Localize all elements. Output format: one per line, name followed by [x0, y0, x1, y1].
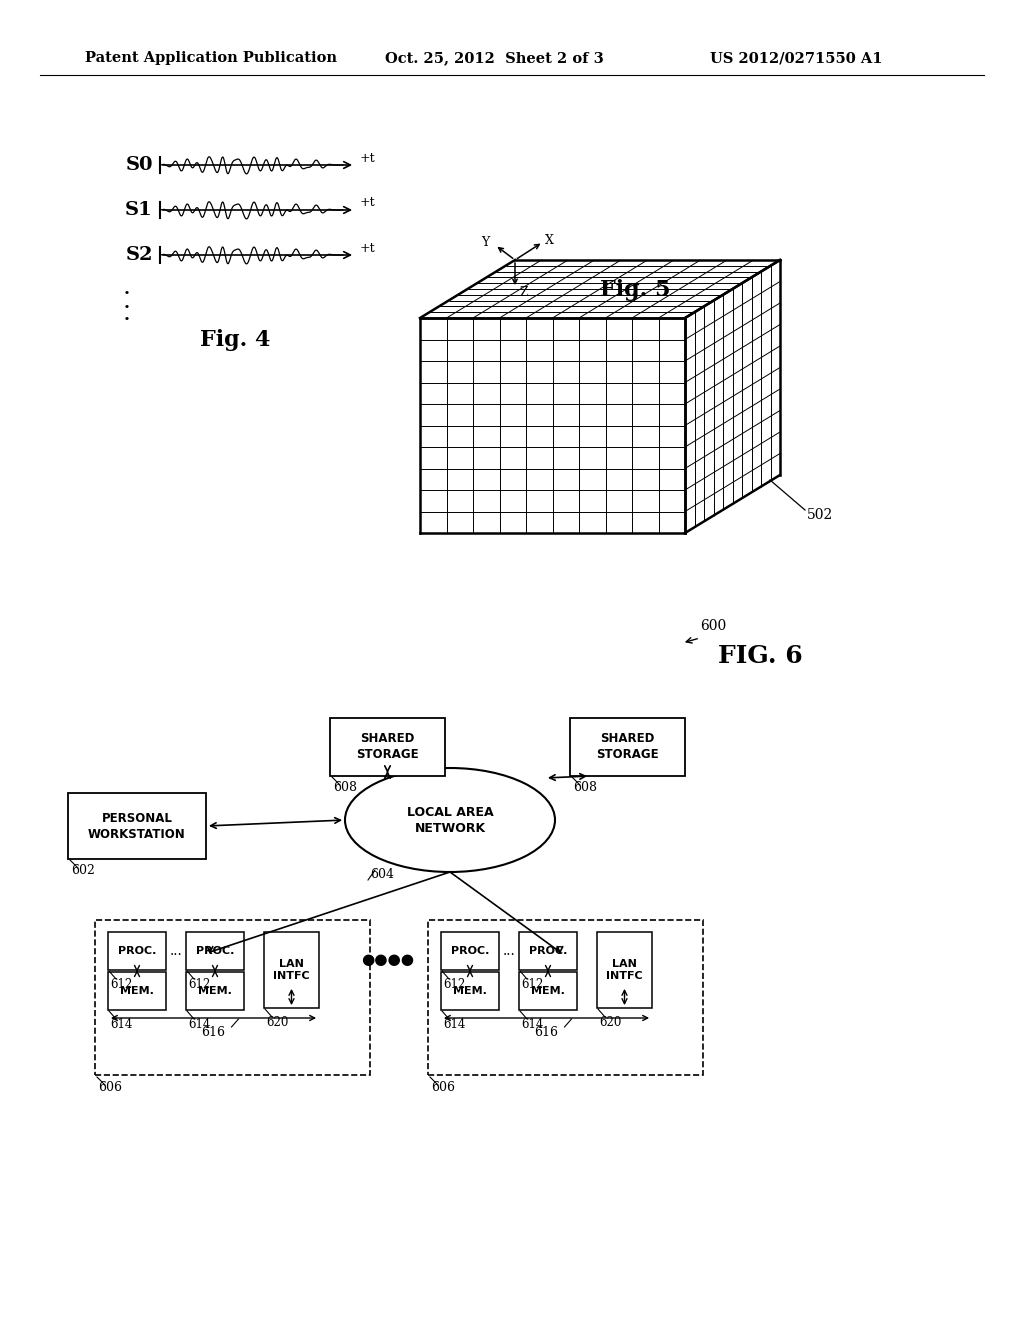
Text: Patent Application Publication: Patent Application Publication	[85, 51, 337, 65]
Text: PERSONAL
WORKSTATION: PERSONAL WORKSTATION	[88, 812, 186, 841]
Text: +t: +t	[360, 197, 376, 210]
FancyBboxPatch shape	[108, 932, 166, 970]
Text: Fig. 4: Fig. 4	[200, 329, 270, 351]
Text: S2: S2	[126, 246, 153, 264]
Text: 604: 604	[370, 869, 394, 882]
FancyBboxPatch shape	[441, 972, 499, 1010]
Text: MEM.: MEM.	[120, 986, 154, 997]
Text: 614: 614	[188, 1018, 210, 1031]
Text: ·: ·	[123, 284, 131, 306]
Text: PROC.: PROC.	[451, 946, 489, 956]
Text: LAN
INTFC: LAN INTFC	[273, 960, 310, 981]
Text: 612: 612	[110, 978, 132, 990]
Text: 614: 614	[521, 1018, 544, 1031]
FancyBboxPatch shape	[95, 920, 370, 1074]
Text: 612: 612	[443, 978, 465, 990]
Text: +t: +t	[360, 242, 376, 255]
Text: S0: S0	[126, 156, 153, 174]
Text: 614: 614	[443, 1018, 465, 1031]
FancyBboxPatch shape	[264, 932, 319, 1008]
Text: Z: Z	[519, 286, 527, 300]
Text: 612: 612	[521, 978, 544, 990]
Text: PROC.: PROC.	[196, 946, 234, 956]
Ellipse shape	[345, 768, 555, 873]
Text: 608: 608	[333, 781, 357, 795]
Text: 616: 616	[202, 1026, 225, 1039]
Text: X: X	[545, 234, 554, 247]
FancyBboxPatch shape	[519, 972, 577, 1010]
Text: 612: 612	[188, 978, 210, 990]
Text: 600: 600	[700, 619, 726, 634]
FancyBboxPatch shape	[570, 718, 685, 776]
Text: 602: 602	[71, 865, 95, 876]
FancyBboxPatch shape	[68, 793, 206, 859]
Text: Y: Y	[481, 235, 489, 248]
Text: 606: 606	[431, 1081, 455, 1094]
Text: PROC.: PROC.	[118, 946, 157, 956]
Text: MEM.: MEM.	[531, 986, 565, 997]
FancyBboxPatch shape	[597, 932, 652, 1008]
Text: +t: +t	[360, 152, 376, 165]
Text: MEM.: MEM.	[453, 986, 487, 997]
Text: LAN
INTFC: LAN INTFC	[606, 960, 643, 981]
Text: 620: 620	[266, 1015, 289, 1028]
Text: ●●●●: ●●●●	[361, 953, 415, 968]
Text: 502: 502	[807, 508, 834, 521]
Text: ·: ·	[123, 309, 131, 333]
Text: ·: ·	[123, 297, 131, 319]
Text: PROC.: PROC.	[528, 946, 567, 956]
FancyBboxPatch shape	[441, 932, 499, 970]
Text: 606: 606	[98, 1081, 122, 1094]
FancyBboxPatch shape	[186, 972, 244, 1010]
Text: S1: S1	[125, 201, 153, 219]
FancyBboxPatch shape	[108, 972, 166, 1010]
Text: Oct. 25, 2012  Sheet 2 of 3: Oct. 25, 2012 Sheet 2 of 3	[385, 51, 604, 65]
FancyBboxPatch shape	[330, 718, 445, 776]
FancyBboxPatch shape	[519, 932, 577, 970]
Text: 608: 608	[573, 781, 597, 795]
Text: MEM.: MEM.	[198, 986, 232, 997]
FancyBboxPatch shape	[428, 920, 703, 1074]
Text: 614: 614	[110, 1018, 132, 1031]
Text: Fig. 5: Fig. 5	[600, 279, 671, 301]
Text: 620: 620	[599, 1015, 622, 1028]
FancyBboxPatch shape	[186, 932, 244, 970]
Text: SHARED
STORAGE: SHARED STORAGE	[596, 733, 658, 762]
Text: US 2012/0271550 A1: US 2012/0271550 A1	[710, 51, 883, 65]
Text: SHARED
STORAGE: SHARED STORAGE	[356, 733, 419, 762]
Text: FIG. 6: FIG. 6	[718, 644, 803, 668]
Text: 616: 616	[535, 1026, 558, 1039]
Text: ...: ...	[170, 944, 182, 958]
Text: ...: ...	[503, 944, 516, 958]
Text: LOCAL AREA
NETWORK: LOCAL AREA NETWORK	[407, 805, 494, 834]
